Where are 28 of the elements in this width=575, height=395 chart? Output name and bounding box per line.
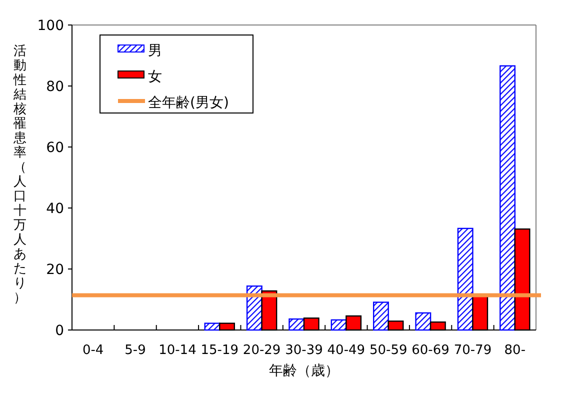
legend-label: 全年齢(男女) <box>148 95 229 111</box>
y-tick-label: 80 <box>46 79 64 95</box>
y-tick-label: 100 <box>37 18 64 34</box>
y-tick-label: 40 <box>46 201 64 217</box>
bar <box>373 302 389 331</box>
x-tick-label: 70-79 <box>454 343 492 358</box>
y-tick-label: 20 <box>46 262 64 278</box>
bar <box>415 312 432 331</box>
x-tick-label: 60-69 <box>412 343 450 358</box>
legend-label: 男 <box>148 43 162 59</box>
x-tick-label: 50-59 <box>369 343 408 358</box>
text: 活動性結核罹患率（人口十万人あたり） <box>14 44 26 306</box>
bar <box>457 228 474 331</box>
y-tick-label: 60 <box>46 140 64 156</box>
x-tick-label: 5-9 <box>124 343 146 358</box>
x-axis-title: 年齢（歳） <box>269 363 339 379</box>
x-tick-label: 80- <box>504 343 526 358</box>
x-tick-label: 30-39 <box>285 343 323 358</box>
x-tick-label: 0-4 <box>82 343 104 358</box>
legend-label: 女 <box>148 69 162 85</box>
bar <box>204 322 220 331</box>
x-tick-label: 15-19 <box>200 343 239 358</box>
y-tick-label: 0 <box>55 323 64 339</box>
bar <box>500 65 516 331</box>
bar <box>288 318 305 331</box>
x-tick-label: 40-49 <box>327 343 366 358</box>
x-tick-label: 10-14 <box>158 343 196 358</box>
x-tick-label: 20-29 <box>242 343 281 358</box>
